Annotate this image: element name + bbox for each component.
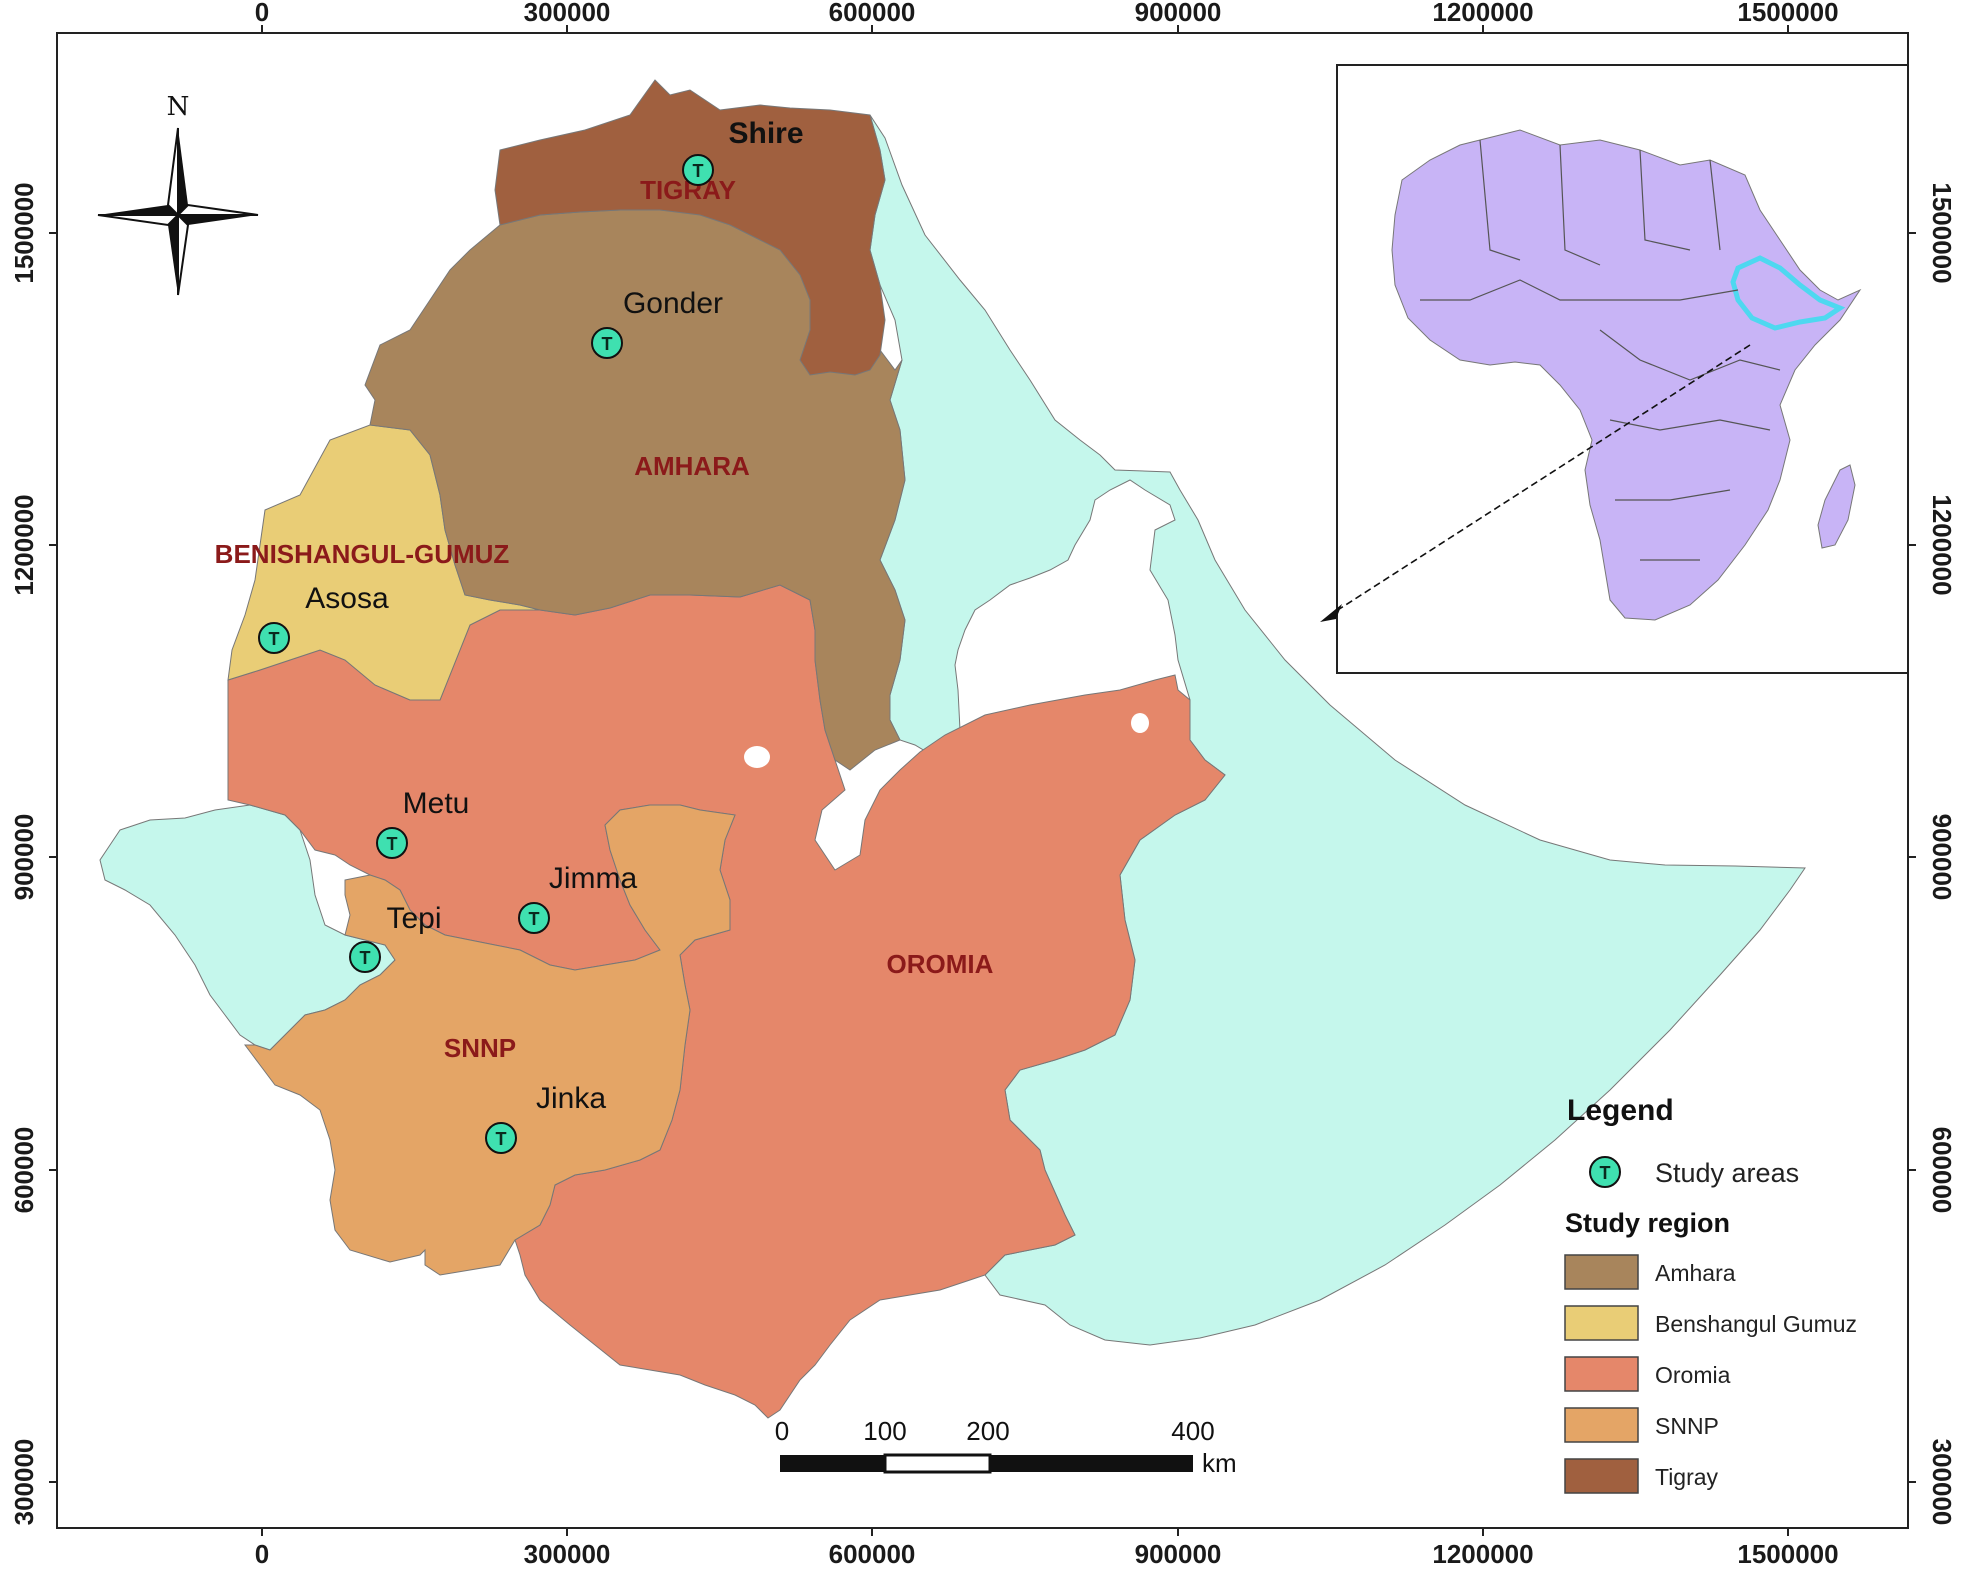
legend-study-region-title: Study region (1565, 1208, 1730, 1238)
legend-swatch (1564, 1356, 1639, 1392)
x-tick-label-bottom: 1500000 (1737, 1539, 1838, 1569)
legend-item-label: Amhara (1655, 1260, 1736, 1286)
x-tick-label-top: 1200000 (1432, 0, 1533, 27)
y-tick-label-right: 600000 (1927, 1127, 1957, 1214)
madagascar-shape (1817, 464, 1856, 549)
legend-marker-glyph: T (1600, 1163, 1611, 1183)
legend-swatch (1564, 1254, 1639, 1290)
region-label-amhara: AMHARA (634, 451, 750, 481)
legend: Legend T Study areas Study region Amhara… (1564, 1094, 1857, 1494)
y-tick-label-right: 900000 (1927, 814, 1957, 901)
region-label-oromia: OROMIA (887, 949, 994, 979)
study-area-jimma[interactable]: T Jimma (518, 862, 638, 934)
legend-item-label: SNNP (1655, 1413, 1719, 1439)
x-tick-label-top: 600000 (829, 0, 916, 27)
scale-label-100: 100 (863, 1416, 906, 1446)
region-tigray (494, 79, 886, 376)
x-tick-label-bottom: 1200000 (1432, 1539, 1533, 1569)
north-arrow: N (97, 92, 259, 296)
legend-items: Amhara Benshangul Gumuz Oromia SNNP Tigray (1564, 1254, 1857, 1494)
study-area-marker-icon (485, 1122, 517, 1154)
y-tick-label-right: 300000 (1927, 1439, 1957, 1526)
study-area-metu[interactable]: T Metu (376, 787, 470, 859)
marker-glyph: T (360, 948, 371, 968)
inset-pointer-line (1329, 344, 1751, 616)
x-tick-label-top: 1500000 (1737, 0, 1838, 27)
x-tick-label-bottom: 600000 (829, 1539, 916, 1569)
legend-swatch (1564, 1305, 1639, 1341)
ethiopia-highlight (1730, 255, 1846, 331)
x-tick-label-bottom: 300000 (524, 1539, 611, 1569)
y-axis-ticks-right: 1500000 1200000 900000 600000 300000 (1908, 182, 1957, 1525)
y-tick-label-left: 900000 (9, 814, 39, 901)
marker-glyph: T (529, 909, 540, 929)
study-area-marker-icon (258, 622, 290, 654)
scale-bar: 0 100 200 400 km (775, 1416, 1237, 1478)
region-label-benishangul: BENISHANGUL-GUMUZ (215, 539, 510, 569)
y-axis-ticks-left: 1500000 1200000 900000 600000 300000 (9, 182, 57, 1525)
marker-glyph: T (693, 161, 704, 181)
study-area-label: Jinka (536, 1082, 606, 1115)
legend-swatch (1564, 1458, 1639, 1494)
scale-unit: km (1202, 1448, 1237, 1478)
study-area-marker-icon (682, 154, 714, 186)
y-tick-label-left: 1200000 (9, 494, 39, 595)
scale-label-0: 0 (775, 1416, 789, 1446)
study-area-gonder[interactable]: T Gonder (591, 287, 723, 359)
y-tick-label-left: 300000 (9, 1439, 39, 1526)
x-axis-ticks-bottom: 0 300000 600000 900000 1200000 1500000 (255, 1528, 1839, 1569)
region-label-snnp: SNNP (444, 1033, 516, 1063)
study-area-marker-icon (591, 327, 623, 359)
x-tick-label-top: 900000 (1135, 0, 1222, 27)
africa-shape (1391, 129, 1862, 621)
region-snnp (244, 804, 736, 1276)
study-area-label: Jimma (549, 862, 638, 895)
inset-africa-map (1336, 64, 1909, 674)
x-tick-label-top: 0 (255, 0, 269, 27)
study-area-label: Gonder (623, 287, 723, 320)
legend-item-label: Oromia (1655, 1362, 1731, 1388)
study-area-marker-icon (518, 902, 550, 934)
ethiopia-map (99, 79, 1806, 1419)
legend-study-area-icon (1589, 1156, 1621, 1188)
inset-borders (1420, 139, 1781, 561)
legend-swatch (1564, 1407, 1639, 1443)
marker-glyph: T (387, 834, 398, 854)
study-area-jinka[interactable]: T Jinka (485, 1082, 606, 1154)
x-tick-label-bottom: 0 (255, 1539, 269, 1569)
study-area-tepi[interactable]: T Tepi (349, 902, 442, 973)
x-tick-label-bottom: 900000 (1135, 1539, 1222, 1569)
scale-label-400: 400 (1171, 1416, 1214, 1446)
x-tick-label-top: 300000 (524, 0, 611, 27)
y-tick-label-left: 600000 (9, 1127, 39, 1214)
study-area-shire[interactable]: T Shire (682, 117, 804, 186)
study-area-label: Shire (728, 117, 803, 150)
legend-item-label: Tigray (1655, 1464, 1719, 1490)
marker-glyph: T (269, 629, 280, 649)
legend-study-areas-label: Study areas (1655, 1158, 1799, 1188)
y-tick-label-left: 1500000 (9, 182, 39, 283)
north-label: N (167, 92, 190, 122)
lake (1131, 713, 1149, 733)
study-area-marker-icon (376, 827, 408, 859)
study-area-label: Tepi (386, 902, 441, 935)
inset-pointer-arrowhead (1320, 604, 1342, 622)
legend-title: Legend (1567, 1094, 1674, 1127)
scale-label-200: 200 (966, 1416, 1009, 1446)
marker-glyph: T (496, 1129, 507, 1149)
study-area-label: Metu (403, 787, 470, 820)
study-area-asosa[interactable]: T Asosa (258, 582, 389, 654)
legend-item-label: Benshangul Gumuz (1655, 1311, 1857, 1337)
x-axis-ticks-top: 0 300000 600000 900000 1200000 1500000 (255, 0, 1839, 33)
marker-glyph: T (602, 334, 613, 354)
study-area-marker-icon (349, 941, 381, 973)
study-area-label: Asosa (305, 582, 389, 615)
y-tick-label-right: 1500000 (1927, 182, 1957, 283)
y-tick-label-right: 1200000 (1927, 494, 1957, 595)
lake (744, 746, 770, 768)
